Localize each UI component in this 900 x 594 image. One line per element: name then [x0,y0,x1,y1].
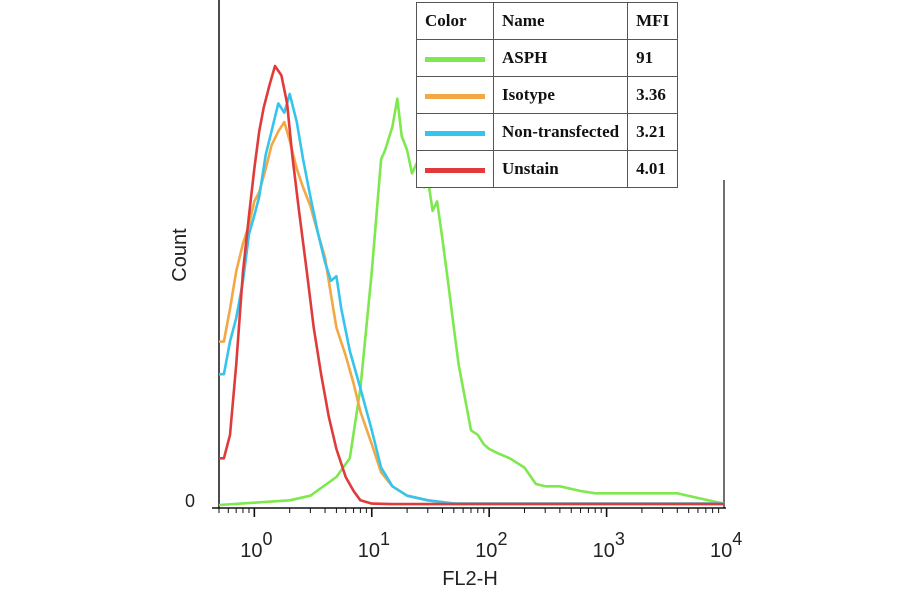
legend-mfi-asph: 91 [627,39,679,77]
x-tick-label: 104 [710,529,742,562]
legend-swatch-unstain [425,167,485,173]
series-line-unstain [219,64,724,506]
x-tick-label-base: 10 [593,540,615,562]
legend-header-name: Name [492,2,629,40]
legend-row-non-transfected: Non-transfected 3.21 [416,113,679,151]
x-tick-label-base: 10 [710,540,732,562]
legend-swatch-cell [416,150,494,188]
series-layer [218,64,725,507]
legend-mfi-isotype: 3.36 [627,76,679,114]
x-tick-label-exponent: 4 [732,529,742,549]
legend-swatch-cell [416,113,494,151]
x-tick-label-exponent: 3 [615,529,625,549]
x-tick-label-exponent: 0 [263,529,273,549]
x-tick-label: 100 [240,529,272,562]
legend-header-color: Color [416,2,494,40]
legend-row-unstain: Unstain 4.01 [416,150,679,188]
legend-name-asph: ASPH [492,39,629,77]
x-tick-label: 102 [475,529,507,562]
legend-swatch-non-transfected [425,130,485,136]
legend-row-isotype: Isotype 3.36 [416,76,679,114]
legend-swatch-cell [416,76,494,114]
legend-name-non-transfected: Non-transfected [492,113,629,151]
legend-swatch-isotype [425,93,485,99]
legend-mfi-non-transfected: 3.21 [627,113,679,151]
x-tick-label-base: 10 [240,540,262,562]
y-zero-label: 0 [185,491,195,511]
legend-table: Color Name MFI ASPH 91 Isotype 3.36 Non-… [416,2,679,188]
x-tick-label: 101 [358,529,390,562]
series-line-non-transfected [219,92,724,505]
x-tick-label-exponent: 1 [380,529,390,549]
x-tick-label-exponent: 2 [497,529,507,549]
plot-frame [212,0,726,509]
x-tick-label: 103 [593,529,625,562]
series-line-asph [218,97,725,507]
legend-swatch-asph [425,56,485,62]
legend-name-unstain: Unstain [492,150,629,188]
legend-row-asph: ASPH 91 [416,39,679,77]
legend-header-row: Color Name MFI [416,2,679,40]
label-layer: 0 Count FL2-H [169,228,498,590]
legend-swatch-cell [416,39,494,77]
y-axis-label: Count [169,228,191,282]
legend-name-isotype: Isotype [492,76,629,114]
x-tick-label-base: 10 [475,540,497,562]
legend-mfi-unstain: 4.01 [627,150,679,188]
x-axis-label: FL2-H [442,568,498,590]
legend-header-mfi: MFI [627,2,679,40]
x-tick-label-base: 10 [358,540,380,562]
